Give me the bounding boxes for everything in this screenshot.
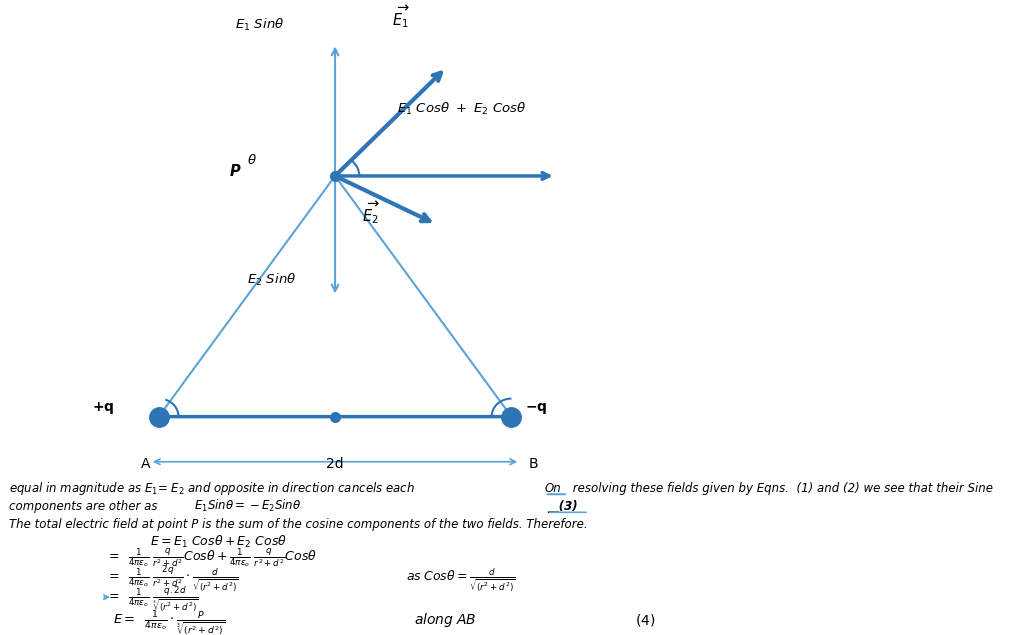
Text: B: B <box>529 457 539 471</box>
Text: $E = \;\; \frac{1}{4\pi\epsilon_o} \cdot \frac{P}{\sqrt[3]{(r^2+d^2)}}$: $E = \;\; \frac{1}{4\pi\epsilon_o} \cdot… <box>113 610 225 635</box>
Text: $= \;\; \frac{1}{4\pi\epsilon_o} \; \frac{q.2d}{\sqrt[3]{(r^2+d^2)}}$: $= \;\; \frac{1}{4\pi\epsilon_o} \; \fra… <box>105 585 199 615</box>
Text: __(3): __(3) <box>547 500 578 513</box>
Text: The total electric field at point P is the sum of the cosine components of the t: The total electric field at point P is t… <box>9 518 588 531</box>
Text: $E= E_1\ Cos\theta + E_2\ Cos\theta$: $E= E_1\ Cos\theta + E_2\ Cos\theta$ <box>150 534 287 550</box>
Text: $= \;\; \frac{1}{4\pi\epsilon_o} \; \frac{2q}{r^2+d^2} \cdot \frac{d}{\sqrt{(r^2: $= \;\; \frac{1}{4\pi\epsilon_o} \; \fra… <box>105 564 239 595</box>
Text: A: A <box>140 457 150 471</box>
Text: P: P <box>229 164 240 179</box>
Text: 2d: 2d <box>327 457 344 471</box>
Text: $\mathbf{-q}$: $\mathbf{-q}$ <box>524 401 547 416</box>
Text: $(4)$: $(4)$ <box>635 612 655 628</box>
Text: $as \; Cos\theta = \frac{d}{\sqrt{(r^2+d^2)}}$: $as \; Cos\theta = \frac{d}{\sqrt{(r^2+d… <box>406 566 515 594</box>
Text: $\overrightarrow{E_2}$: $\overrightarrow{E_2}$ <box>361 199 379 226</box>
Text: components are other as: components are other as <box>9 500 158 513</box>
Text: equal in magnitude as $E_1$= $E_2$ and opposite in direction cancels each: equal in magnitude as $E_1$= $E_2$ and o… <box>9 480 416 497</box>
Text: On: On <box>545 482 561 495</box>
Text: $\theta$: $\theta$ <box>247 153 257 167</box>
Text: $E_1\ Cos\theta\ +\ E_2\ Cos\theta$: $E_1\ Cos\theta\ +\ E_2\ Cos\theta$ <box>396 101 526 117</box>
Text: $= \;\; \frac{1}{4\pi\epsilon_o} \; \frac{q}{r^2+d^2} Cos\theta + \frac{1}{4\pi\: $= \;\; \frac{1}{4\pi\epsilon_o} \; \fra… <box>105 546 317 569</box>
Text: $\overrightarrow{E_1}$: $\overrightarrow{E_1}$ <box>392 3 411 30</box>
Text: $\mathbf{+q}$: $\mathbf{+q}$ <box>92 399 115 416</box>
Text: $E_1\ Sin\theta$: $E_1\ Sin\theta$ <box>236 17 285 32</box>
Text: $along \; AB$: $along \; AB$ <box>415 612 477 629</box>
Text: resolving these fields given by Eqns.  (1) and (2) we see that their Sine: resolving these fields given by Eqns. (1… <box>568 482 992 495</box>
Text: $E_2\ Sin\theta$: $E_2\ Sin\theta$ <box>247 272 296 288</box>
Text: $E_1Sin\theta = - E_2Sin\theta$: $E_1Sin\theta = - E_2Sin\theta$ <box>194 498 301 514</box>
